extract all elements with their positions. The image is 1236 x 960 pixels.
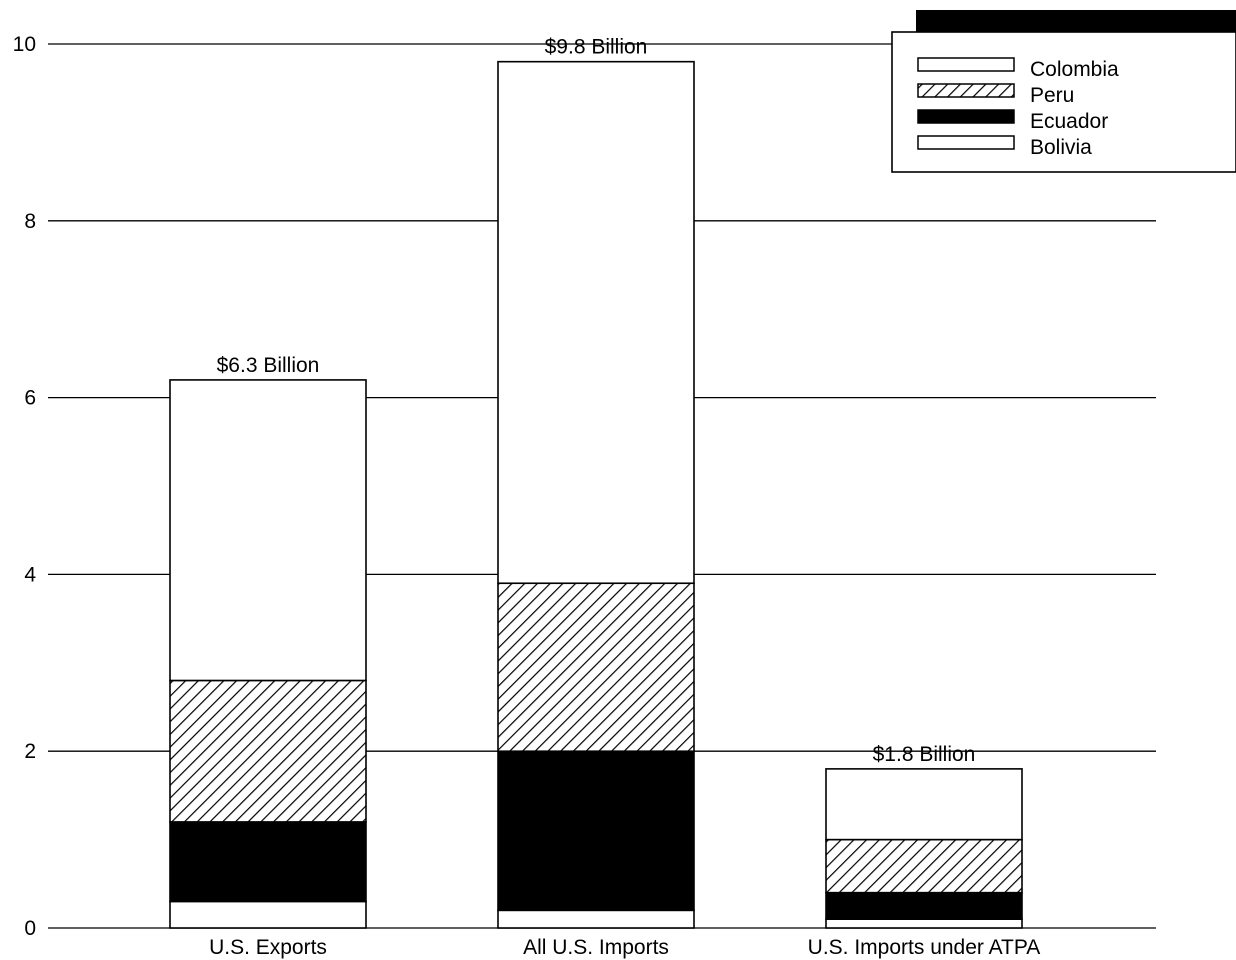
bar-total-label: $6.3 Billion — [217, 354, 320, 377]
legend-label: Ecuador — [1030, 110, 1108, 133]
x-category-label: All U.S. Imports — [523, 936, 669, 959]
y-tick-label: 2 — [24, 740, 36, 763]
legend: Colombia Peru Ecuador Bolivia — [891, 10, 1236, 173]
bar-total-label: $9.8 Billion — [545, 36, 648, 59]
legend-swatch-bolivia — [917, 135, 1015, 150]
bar-segment-ecuador — [825, 891, 1023, 920]
bar-segment-peru — [825, 838, 1023, 894]
bar-segment-colombia — [497, 60, 695, 585]
bar-segment-peru — [169, 679, 367, 823]
y-tick-label: 10 — [13, 33, 36, 56]
y-tick-label: 8 — [24, 210, 36, 233]
legend-label: Bolivia — [1030, 136, 1092, 159]
legend-label: Peru — [1030, 84, 1074, 107]
total-labels: $6.3 Billion $9.8 Billion $1.8 Billion — [217, 36, 976, 766]
y-tick-label: 6 — [24, 387, 36, 410]
bars — [169, 60, 1023, 929]
y-tick-label: 4 — [24, 563, 36, 586]
bar-segment-bolivia — [825, 918, 1023, 929]
bar-segment-ecuador — [497, 750, 695, 912]
bar-total-label: $1.8 Billion — [873, 743, 976, 766]
bar-segment-colombia — [169, 379, 367, 682]
y-axis: 0 2 4 6 8 10 — [13, 33, 37, 940]
bar-segment-peru — [497, 582, 695, 752]
x-category-label: U.S. Exports — [209, 936, 327, 959]
x-category-label: U.S. Imports under ATPA — [808, 936, 1041, 959]
bar-segment-ecuador — [169, 821, 367, 903]
bar-segment-bolivia — [497, 909, 695, 929]
x-axis: U.S. Exports All U.S. Imports U.S. Imports… — [209, 936, 1040, 959]
legend-swatch-peru — [917, 83, 1015, 98]
y-tick-label: 0 — [24, 917, 36, 940]
bar-segment-colombia — [825, 768, 1023, 841]
legend-header-bar — [916, 10, 1236, 34]
legend-label: Colombia — [1030, 58, 1119, 81]
bar-segment-bolivia — [169, 900, 367, 929]
legend-swatch-colombia — [917, 57, 1015, 72]
legend-swatch-ecuador — [917, 109, 1015, 124]
